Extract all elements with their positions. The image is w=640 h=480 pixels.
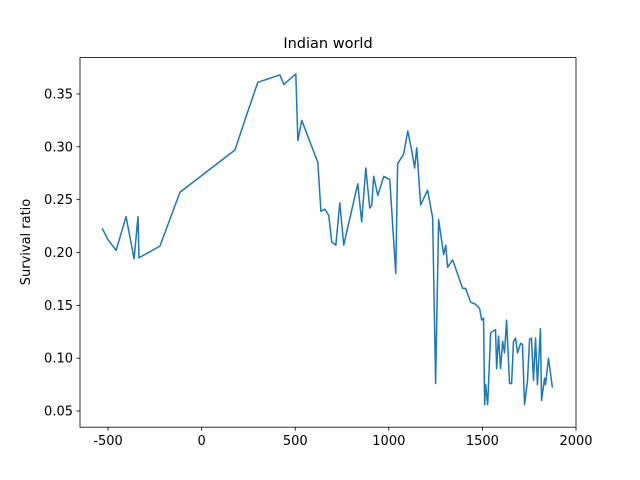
x-tick-label: 500 (283, 434, 308, 449)
y-tick-label: 0.20 (44, 246, 73, 261)
y-tick-label: 0.05 (44, 405, 73, 420)
x-tick-label: 2000 (559, 434, 592, 449)
chart-title: Indian world (283, 36, 372, 52)
y-tick-label: 0.30 (44, 140, 73, 155)
y-tick-label: 0.35 (44, 87, 73, 102)
y-tick-label: 0.25 (44, 193, 73, 208)
x-tick-label: -500 (93, 434, 123, 449)
y-tick-label: 0.15 (44, 299, 73, 314)
axes-frame (79, 57, 577, 428)
x-tick-label: 1500 (466, 434, 499, 449)
y-axis-label: Survival ratio (19, 199, 34, 286)
data-line (101, 73, 554, 406)
y-tick-label: 0.10 (44, 352, 73, 367)
x-tick-label: 0 (198, 434, 206, 449)
x-tick-label: 1000 (372, 434, 405, 449)
